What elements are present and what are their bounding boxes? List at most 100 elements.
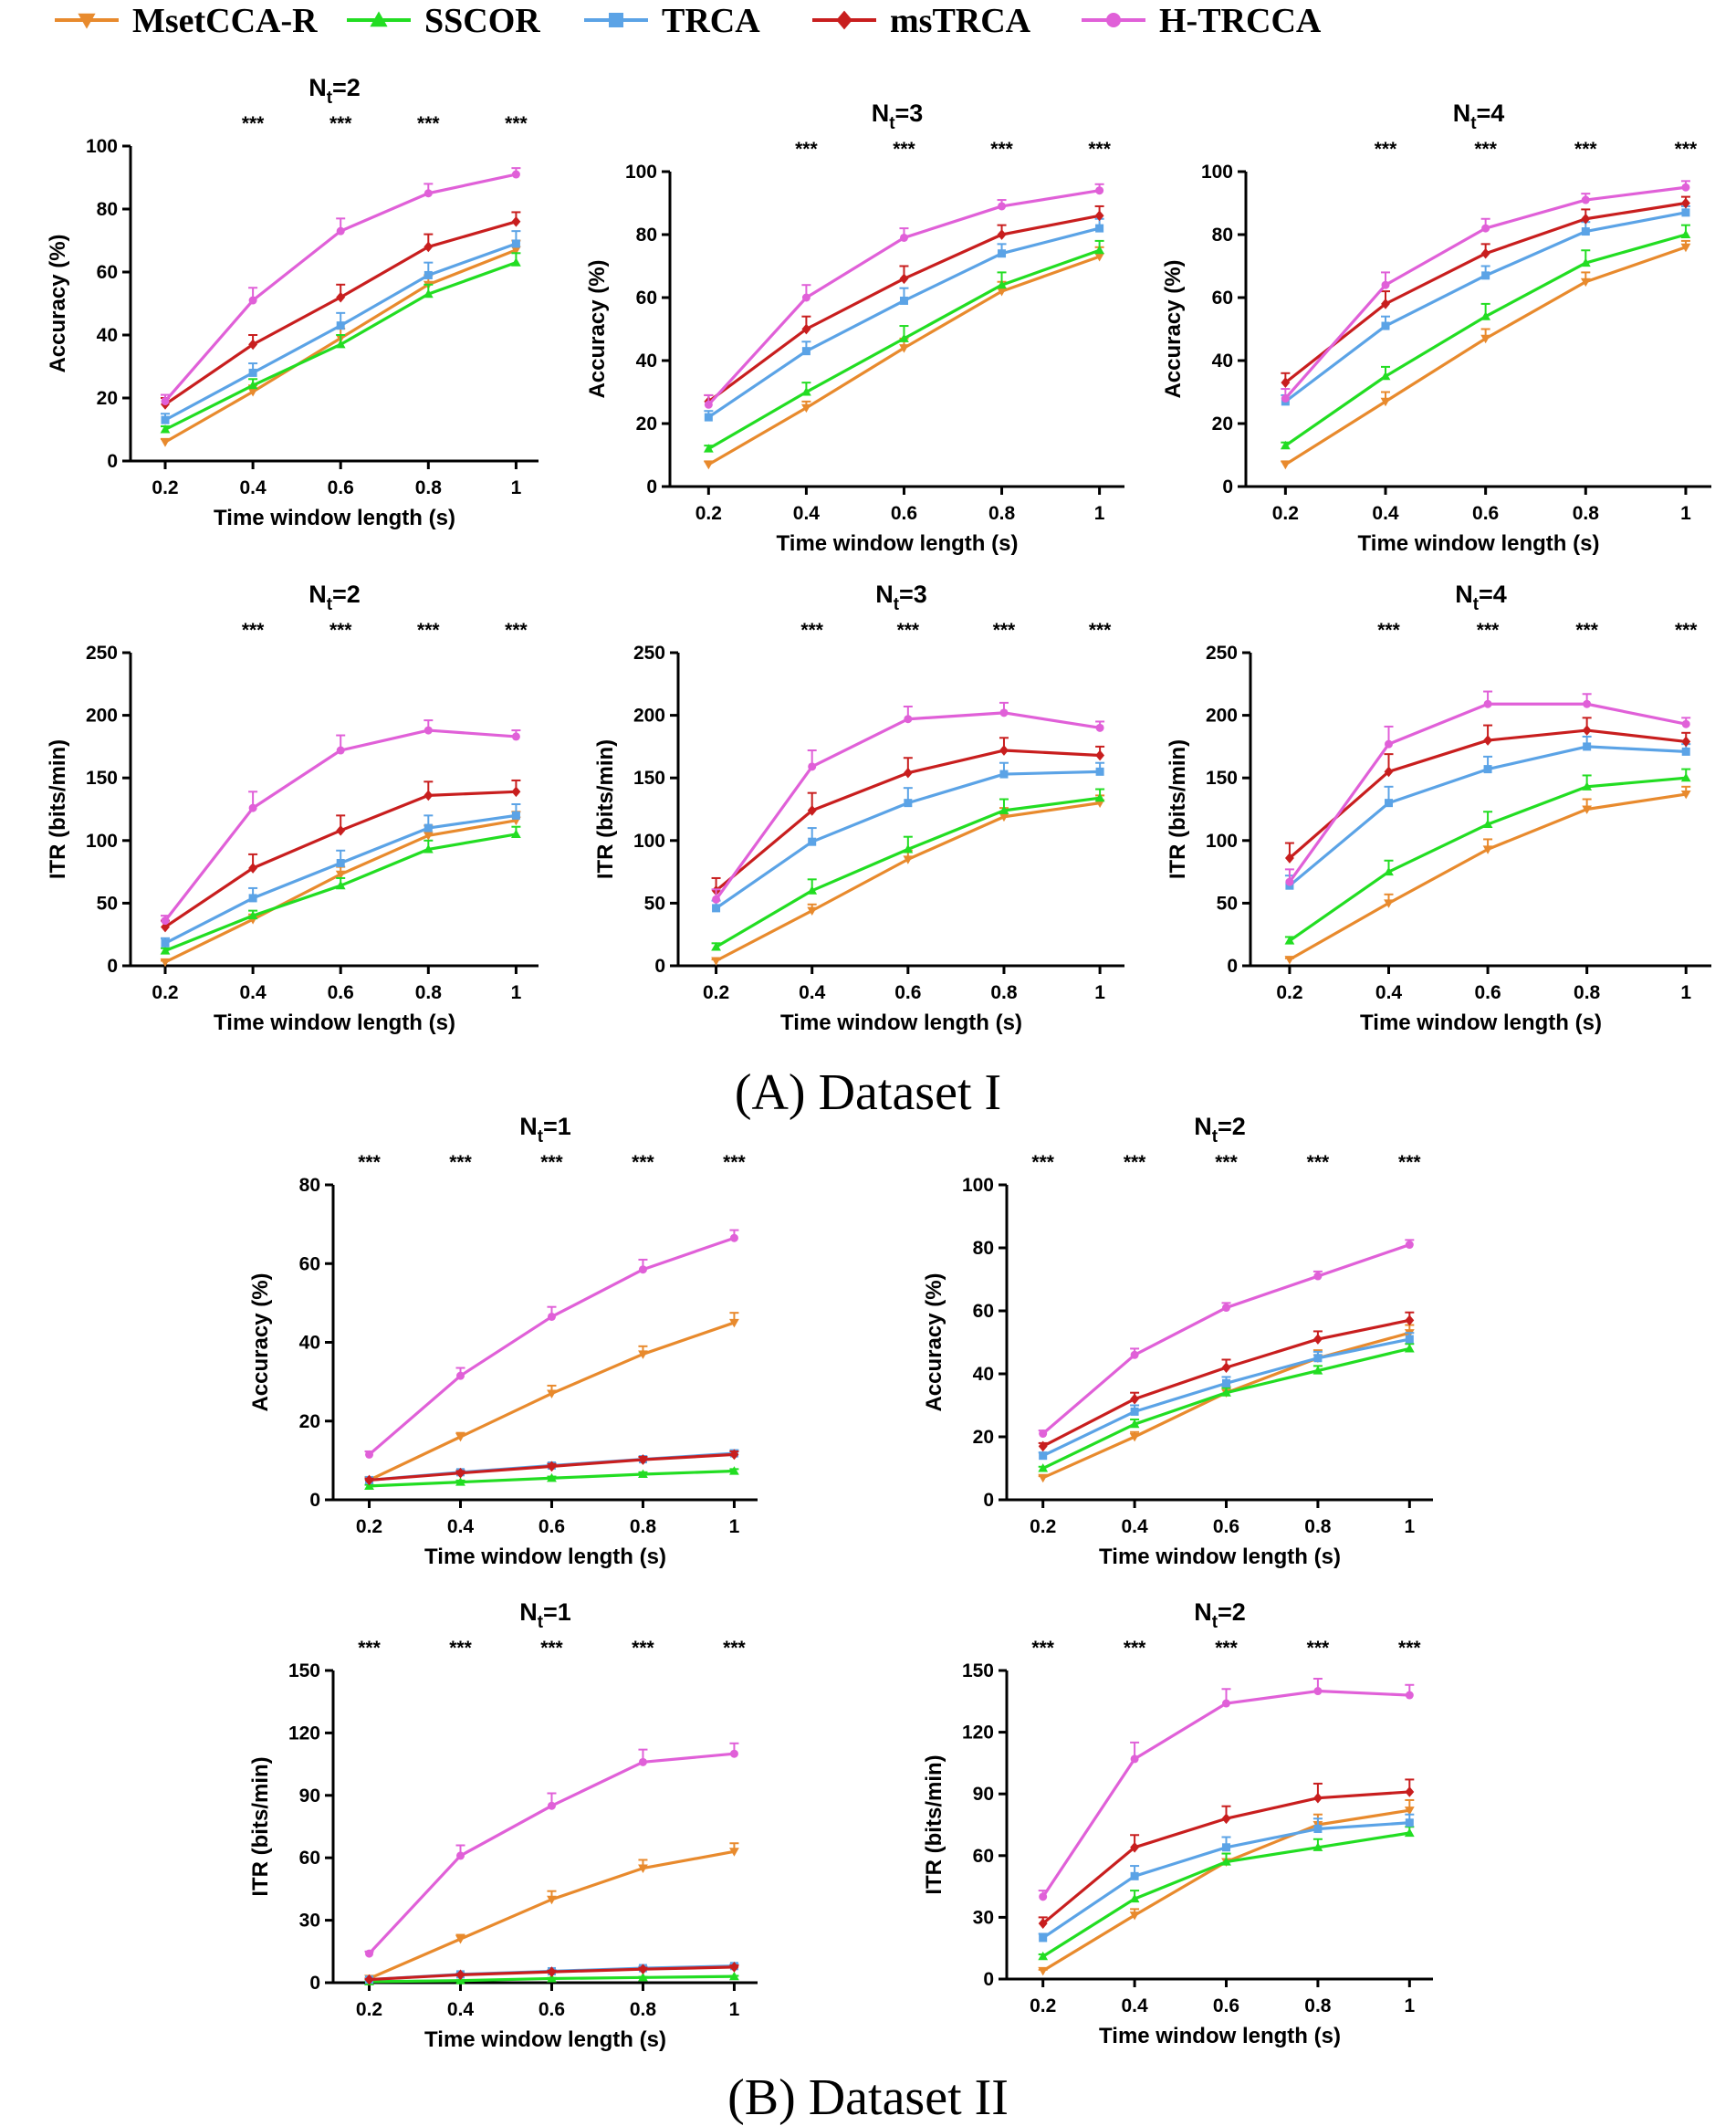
data-point bbox=[1404, 1344, 1415, 1353]
series-sscor bbox=[160, 252, 521, 434]
legend-marker bbox=[78, 13, 96, 29]
significance-marker: *** bbox=[893, 139, 915, 160]
data-point bbox=[904, 799, 913, 808]
series-sscor bbox=[703, 239, 1105, 453]
x-tick-label: 0.4 bbox=[447, 1999, 475, 2020]
data-point bbox=[1312, 1842, 1323, 1851]
data-point bbox=[547, 1312, 556, 1321]
y-tick-label: 80 bbox=[1212, 225, 1233, 246]
y-tick-label: 250 bbox=[86, 643, 118, 664]
x-axis-label: Time window length (s) bbox=[424, 2027, 666, 2052]
x-tick-label: 0.6 bbox=[539, 1999, 565, 2020]
y-tick-label: 200 bbox=[633, 706, 665, 727]
panel-title: Nt=2 bbox=[1194, 1113, 1246, 1147]
x-tick-label: 0.8 bbox=[630, 1516, 657, 1537]
data-point bbox=[729, 1848, 739, 1857]
data-point bbox=[899, 233, 908, 242]
significance-marker: *** bbox=[449, 1152, 472, 1173]
series-h-trcca bbox=[1281, 180, 1690, 403]
series-sscor bbox=[1280, 224, 1691, 450]
y-tick-label: 40 bbox=[97, 325, 118, 346]
data-point bbox=[160, 424, 171, 434]
data-point bbox=[1681, 747, 1690, 756]
data-point bbox=[801, 403, 811, 414]
legend-label: msTRCA bbox=[890, 2, 1031, 40]
data-point bbox=[1481, 271, 1490, 280]
x-tick-label: 0.6 bbox=[1213, 1995, 1239, 2016]
data-point bbox=[456, 1371, 465, 1380]
data-point bbox=[1381, 321, 1390, 330]
data-point bbox=[1095, 749, 1105, 761]
data-point bbox=[638, 1964, 648, 1975]
data-point bbox=[247, 388, 258, 397]
y-tick-label: 150 bbox=[633, 768, 665, 789]
series-sscor bbox=[1038, 1826, 1415, 1961]
y-tick-label: 50 bbox=[97, 893, 118, 914]
x-tick-label: 0.6 bbox=[1472, 503, 1499, 524]
y-tick-label: 80 bbox=[97, 199, 118, 220]
series-line bbox=[368, 1752, 735, 1955]
significance-marker: *** bbox=[993, 620, 1016, 641]
legend-label: MsetCCA-R bbox=[132, 2, 318, 40]
data-point bbox=[1582, 805, 1593, 814]
data-point bbox=[1681, 719, 1690, 728]
data-point bbox=[1405, 1314, 1415, 1326]
data-point bbox=[424, 726, 433, 735]
data-point bbox=[248, 863, 258, 874]
panel-title: Nt=3 bbox=[875, 581, 927, 614]
x-tick-label: 0.8 bbox=[415, 982, 443, 1003]
data-point bbox=[511, 257, 521, 267]
y-tick-label: 200 bbox=[86, 706, 118, 727]
data-point bbox=[1381, 280, 1390, 289]
series-h-trcca bbox=[364, 1742, 739, 1958]
significance-marker: *** bbox=[1474, 139, 1497, 160]
significance-marker: *** bbox=[329, 113, 352, 134]
data-point bbox=[899, 296, 908, 305]
data-point bbox=[1581, 195, 1590, 204]
x-tick-label: 1 bbox=[511, 982, 522, 1003]
data-point bbox=[1222, 1843, 1231, 1852]
y-tick-label: 20 bbox=[299, 1411, 320, 1432]
y-axis-label: Accuracy (%) bbox=[1161, 259, 1186, 398]
x-tick-label: 0.6 bbox=[894, 982, 921, 1003]
data-point bbox=[1285, 877, 1294, 886]
y-tick-label: 60 bbox=[636, 288, 657, 309]
data-point bbox=[1313, 1354, 1323, 1363]
legend-label: H-TRCCA bbox=[1159, 2, 1322, 40]
data-point bbox=[424, 270, 433, 279]
data-point bbox=[1313, 1825, 1323, 1834]
significance-marker: *** bbox=[800, 620, 823, 641]
x-tick-label: 0.6 bbox=[1213, 1516, 1239, 1537]
significance-marker: *** bbox=[1307, 1152, 1330, 1173]
y-axis-label: ITR (bits/min) bbox=[922, 1754, 946, 1894]
series-h-trcca bbox=[704, 183, 1104, 409]
significance-marker: *** bbox=[1031, 1152, 1054, 1173]
data-point bbox=[1221, 1857, 1231, 1866]
section-label-dataset-2: (B) Dataset II bbox=[727, 2069, 1009, 2126]
y-tick-label: 20 bbox=[973, 1427, 994, 1448]
data-point bbox=[1094, 210, 1104, 222]
legend-item-h-trcca: H-TRCCA bbox=[1082, 2, 1322, 40]
legend-marker bbox=[609, 13, 623, 27]
y-tick-label: 0 bbox=[1222, 477, 1233, 497]
data-point bbox=[712, 904, 721, 913]
data-point bbox=[1095, 723, 1104, 732]
data-point bbox=[1405, 1691, 1414, 1700]
legend-label: TRCA bbox=[662, 2, 760, 40]
series-line bbox=[715, 801, 1101, 962]
x-tick-label: 0.6 bbox=[1474, 982, 1501, 1003]
data-point bbox=[1581, 227, 1590, 236]
x-tick-label: 1 bbox=[729, 1999, 740, 2020]
data-point bbox=[455, 1477, 465, 1486]
significance-marker: *** bbox=[1675, 139, 1698, 160]
x-tick-label: 1 bbox=[511, 477, 522, 498]
y-tick-label: 20 bbox=[636, 414, 657, 435]
data-point bbox=[424, 241, 434, 253]
legend-item-msetcca-r: MsetCCA-R bbox=[55, 2, 318, 40]
y-tick-label: 150 bbox=[962, 1660, 994, 1681]
data-point bbox=[364, 1474, 374, 1486]
data-point bbox=[1405, 1818, 1414, 1828]
data-point bbox=[729, 1233, 738, 1242]
data-point bbox=[336, 746, 345, 755]
series-line bbox=[1041, 1808, 1410, 1973]
